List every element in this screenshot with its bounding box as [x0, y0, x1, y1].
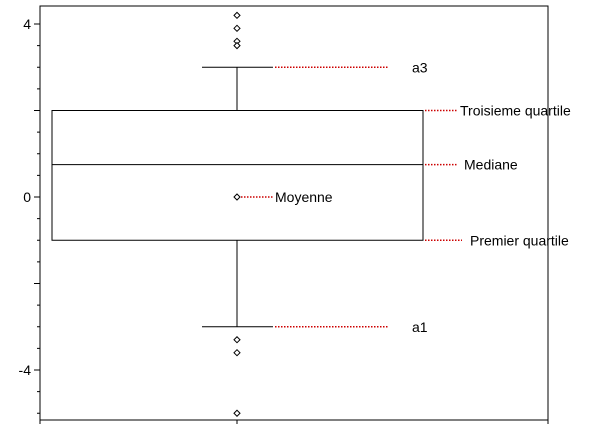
y-tick-label: 0: [23, 189, 31, 205]
annotation-first-quartile-label: Premier quartile: [470, 232, 569, 248]
outlier-point: [233, 348, 241, 357]
annotation-a1-label: a1: [412, 319, 428, 335]
box-plot: [51, 66, 424, 328]
y-tick-label: -4: [19, 362, 32, 378]
outlier-point: [233, 409, 241, 417]
annotation-third-quartile-label: Troisieme quartile: [460, 103, 571, 119]
plot-frame: [39, 5, 549, 421]
annotation-mean-label: Moyenne: [275, 189, 333, 205]
outlier-point: [233, 336, 241, 344]
outlier-point: [233, 41, 241, 50]
interquartile-box: [51, 110, 424, 241]
annotation-median-label: Mediane: [464, 157, 518, 173]
outliers: [233, 11, 241, 417]
y-tick-label: 4: [23, 16, 31, 32]
annotations: a3 Troisieme quartile Mediane Moyenne Premie…: [241, 59, 571, 335]
annotation-a3-label: a3: [412, 59, 428, 75]
outlier-point: [233, 24, 241, 33]
outlier-point: [233, 11, 241, 20]
axes: 4 0 -4: [19, 5, 549, 424]
mean-marker: [233, 193, 241, 201]
